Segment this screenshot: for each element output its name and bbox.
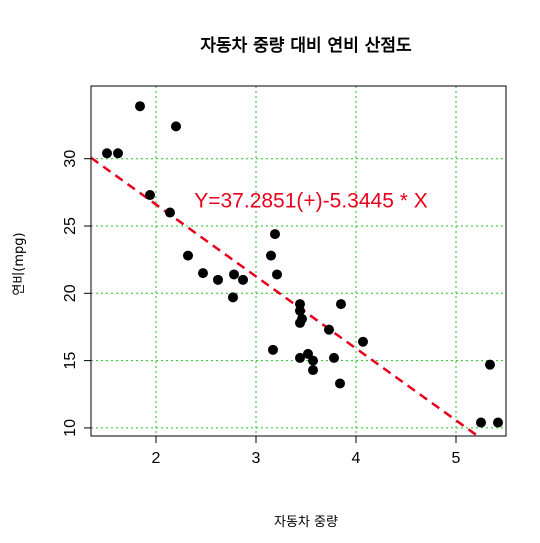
y-tick-label-4: 30 bbox=[62, 150, 79, 168]
regression-equation-label: Y=37.2851(+)-5.3445 * X bbox=[194, 189, 428, 212]
data-point-11 bbox=[238, 274, 248, 285]
data-point-30 bbox=[485, 359, 495, 370]
data-point-15 bbox=[272, 269, 282, 280]
x-axis: 2 3 4 5 bbox=[152, 435, 461, 467]
data-point-16 bbox=[295, 352, 305, 363]
data-point-27 bbox=[336, 299, 346, 310]
data-point-26 bbox=[335, 378, 345, 389]
y-tick-label-3: 25 bbox=[62, 217, 79, 235]
y-axis: 10 15 20 25 30 bbox=[62, 150, 92, 437]
data-point-20 bbox=[297, 313, 307, 324]
data-point-13 bbox=[268, 344, 278, 355]
x-tick-label-1: 3 bbox=[252, 450, 261, 467]
data-point-24 bbox=[324, 324, 334, 335]
x-tick-label-0: 2 bbox=[152, 450, 161, 467]
data-point-8 bbox=[213, 274, 223, 285]
data-point-18 bbox=[295, 305, 305, 316]
data-point-9 bbox=[228, 292, 238, 303]
data-point-28 bbox=[358, 336, 368, 347]
x-tick-label-2: 4 bbox=[352, 450, 361, 467]
regression-line-group bbox=[90, 156, 479, 438]
data-point-1 bbox=[113, 148, 123, 159]
x-axis-label: 자동차 중량 bbox=[274, 515, 338, 530]
data-point-2 bbox=[135, 101, 145, 112]
data-point-23 bbox=[308, 365, 318, 376]
data-point-3 bbox=[145, 190, 155, 201]
y-tick-label-2: 20 bbox=[62, 284, 79, 302]
data-point-29 bbox=[476, 417, 486, 428]
x-tick-label-3: 5 bbox=[452, 450, 461, 467]
data-points bbox=[102, 101, 503, 428]
chart-title: 자동차 중량 대비 연비 산점도 bbox=[200, 36, 412, 56]
data-point-14 bbox=[270, 229, 280, 240]
y-tick-label-1: 15 bbox=[62, 352, 79, 370]
regression-line bbox=[90, 156, 479, 438]
data-point-22 bbox=[308, 355, 318, 366]
data-point-7 bbox=[198, 268, 208, 279]
data-point-10 bbox=[229, 269, 239, 280]
data-point-12 bbox=[266, 250, 276, 261]
data-point-0 bbox=[102, 148, 112, 159]
data-point-5 bbox=[171, 121, 181, 132]
data-point-4 bbox=[165, 207, 175, 218]
grid-lines bbox=[91, 86, 506, 436]
data-point-6 bbox=[183, 250, 193, 261]
y-axis-label: 연비(mpg) bbox=[12, 232, 27, 295]
data-point-25 bbox=[329, 352, 339, 363]
y-tick-label-0: 10 bbox=[62, 419, 79, 437]
plot-frame bbox=[90, 85, 507, 437]
data-point-31 bbox=[493, 417, 503, 428]
